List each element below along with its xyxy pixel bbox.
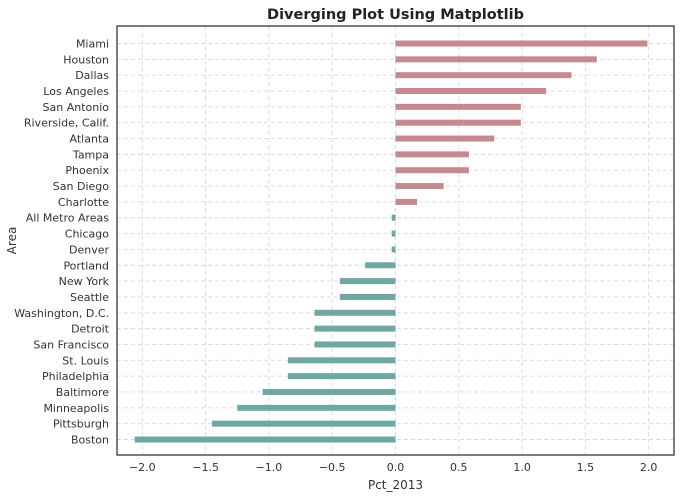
bar-riverside-calif xyxy=(395,119,521,126)
y-tick-label: Charlotte xyxy=(58,196,109,209)
y-tick-label: Baltimore xyxy=(56,386,109,399)
bar-portland xyxy=(365,262,396,269)
x-tick-label: 1.5 xyxy=(577,461,595,474)
x-tick-label: 1.0 xyxy=(513,461,531,474)
bar-minneapolis xyxy=(237,404,396,411)
bar-dallas xyxy=(395,72,572,79)
y-tick-labels: Miami Houston Dallas Los Angeles San Antonio… xyxy=(14,38,109,447)
y-tick-label: Portland xyxy=(63,259,109,272)
y-tick-label: Dallas xyxy=(75,69,109,82)
x-axis-title: Pct_2013 xyxy=(368,478,423,492)
bar-san-antonio xyxy=(395,103,521,110)
bar-st-louis xyxy=(287,357,396,364)
bar-baltimore xyxy=(262,388,396,395)
bar-new-york xyxy=(339,278,396,285)
bar-houston xyxy=(395,56,597,63)
x-tick-label: −1.0 xyxy=(256,461,283,474)
plot-frame xyxy=(116,25,675,456)
bar-seattle xyxy=(339,293,396,300)
y-tick-label: Philadelphia xyxy=(42,370,109,383)
x-tick-label: 0.5 xyxy=(450,461,468,474)
y-tick-label: Chicago xyxy=(65,228,109,241)
y-tick-label: San Diego xyxy=(53,180,109,193)
y-tick-label: San Antonio xyxy=(43,101,110,114)
y-tick-label: Washington, D.C. xyxy=(14,307,109,320)
y-tick-label: Houston xyxy=(63,53,109,66)
y-tick-label: Seattle xyxy=(70,291,109,304)
bar-san-diego xyxy=(395,183,444,190)
y-tick-label: Miami xyxy=(76,38,109,51)
y-tick-label: Pittsburgh xyxy=(53,418,109,431)
bar-washington-d-c xyxy=(314,309,396,316)
y-tick-label: All Metro Areas xyxy=(26,212,110,225)
y-tick-label: Detroit xyxy=(71,323,110,336)
bar-chicago xyxy=(391,230,396,237)
bar-tampa xyxy=(395,151,469,158)
y-tick-label: Los Angeles xyxy=(43,85,109,98)
y-tick-label: Tampa xyxy=(72,148,109,161)
bar-all-metro-areas xyxy=(391,214,396,221)
y-tick-label: San Francisco xyxy=(33,338,109,351)
bar-pittsburgh xyxy=(211,420,396,427)
y-axis-title: Area xyxy=(5,227,19,255)
bar-miami xyxy=(395,40,648,47)
y-tick-label: New York xyxy=(59,275,110,288)
bar-boston xyxy=(134,436,396,443)
x-tick-label: 2.0 xyxy=(640,461,658,474)
y-tick-label: Denver xyxy=(69,243,109,256)
bar-denver xyxy=(391,246,396,253)
bar-philadelphia xyxy=(287,373,396,380)
x-tick-label: −2.0 xyxy=(129,461,156,474)
bar-san-francisco xyxy=(314,341,396,348)
bar-los-angeles xyxy=(395,88,547,95)
y-tick-label: Riverside, Calif. xyxy=(24,117,109,130)
y-tick-label: St. Louis xyxy=(62,354,109,367)
y-tick-label: Boston xyxy=(71,434,109,447)
y-tick-label: Minneapolis xyxy=(43,402,109,415)
bar-phoenix xyxy=(395,167,469,174)
y-tick-label: Atlanta xyxy=(70,133,109,146)
bar-atlanta xyxy=(395,135,495,142)
x-tick-label: −0.5 xyxy=(319,461,346,474)
x-tick-label: 0.0 xyxy=(387,461,405,474)
bar-detroit xyxy=(314,325,396,332)
x-tick-labels: −2.0 −1.5 −1.0 −0.5 0.0 0.5 1.0 1.5 2.0 xyxy=(129,461,657,474)
bars xyxy=(134,40,648,443)
bar-charlotte xyxy=(395,198,418,205)
x-tick-label: −1.5 xyxy=(192,461,219,474)
y-tick-label: Phoenix xyxy=(65,164,109,177)
chart-title: Diverging Plot Using Matplotlib xyxy=(267,7,524,23)
